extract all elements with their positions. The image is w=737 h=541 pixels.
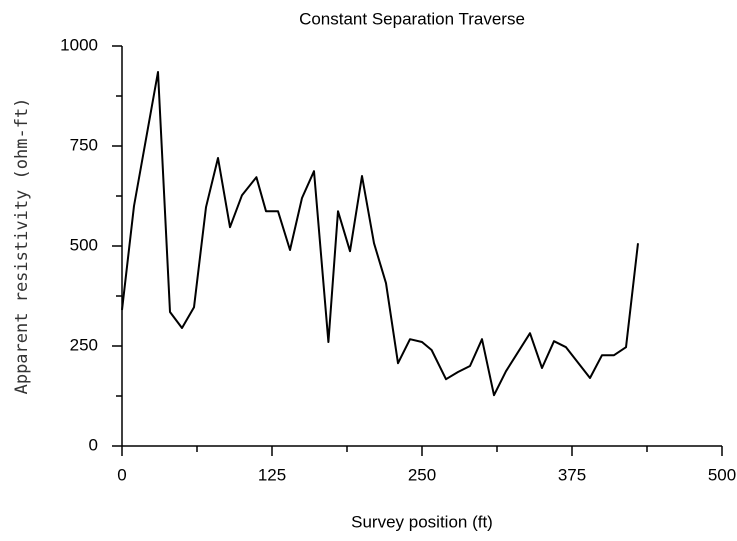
y-tick-label: 0 (89, 435, 98, 454)
y-axis-label: Apparent resistivity (ohm-ft) (12, 98, 32, 395)
y-tick-label: 250 (70, 335, 98, 354)
x-tick-label: 0 (117, 465, 126, 484)
y-tick-label: 500 (70, 235, 98, 254)
x-tick-label: 125 (258, 465, 286, 484)
data-line (121, 71, 639, 397)
x-tick-label: 500 (708, 465, 736, 484)
x-tick-label: 250 (408, 465, 436, 484)
x-tick-label: 375 (558, 465, 586, 484)
y-tick-label: 1000 (60, 35, 98, 54)
y-tick-label: 750 (70, 135, 98, 154)
x-axis-label: Survey position (ft) (351, 512, 493, 531)
chart-title: Constant Separation Traverse (299, 9, 525, 28)
